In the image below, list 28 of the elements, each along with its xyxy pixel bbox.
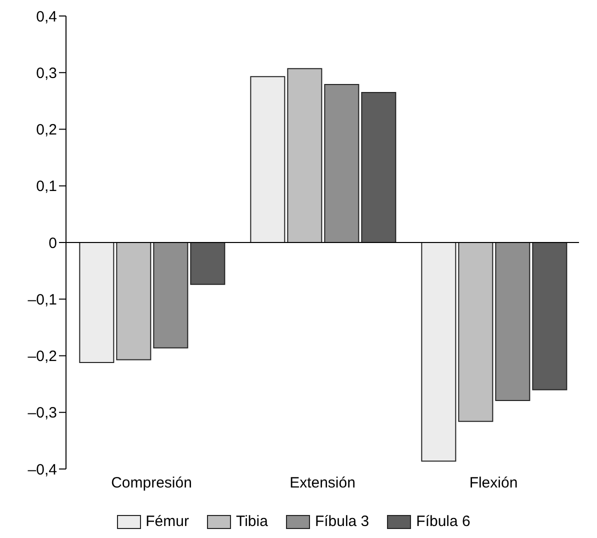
- y-tick-label: 0,2: [36, 122, 57, 139]
- y-tick-label: 0,3: [36, 64, 57, 82]
- bar: [361, 92, 396, 243]
- y-tick-label: –0,4: [28, 461, 57, 478]
- y-tick-label: –0,1: [28, 291, 57, 308]
- y-tick-label: 0,1: [36, 178, 57, 196]
- x-tick-label: Compresión: [111, 474, 192, 492]
- bar: [79, 242, 114, 364]
- legend-label: Fíbula 3: [314, 513, 370, 530]
- bar: [495, 242, 530, 401]
- y-tick-label: 0,4: [36, 8, 57, 26]
- y-tick-label: –0,3: [28, 404, 57, 422]
- bar: [287, 68, 322, 243]
- legend-label: Tibia: [236, 513, 268, 530]
- x-tick-label: Flexión: [469, 474, 518, 492]
- y-tick-label: –0,2: [28, 348, 57, 366]
- legend-label: Fíbula 6: [416, 513, 470, 530]
- y-tick-label: 0: [48, 234, 57, 252]
- bar: [250, 76, 286, 243]
- bar: [532, 242, 568, 390]
- bar: [190, 242, 226, 285]
- bar: [421, 242, 456, 462]
- bar: [324, 84, 360, 243]
- bar: [116, 242, 152, 360]
- x-tick-label: Extensión: [290, 474, 356, 492]
- bar: [458, 242, 494, 422]
- legend-label: Fémur: [146, 513, 189, 530]
- bar: [153, 242, 188, 348]
